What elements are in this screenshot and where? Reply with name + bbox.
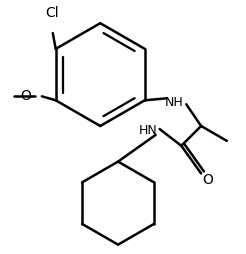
Text: NH: NH (165, 96, 184, 109)
Text: Cl: Cl (45, 6, 59, 20)
Text: O: O (203, 173, 214, 187)
Text: O: O (21, 89, 31, 103)
Text: HN: HN (138, 124, 157, 137)
